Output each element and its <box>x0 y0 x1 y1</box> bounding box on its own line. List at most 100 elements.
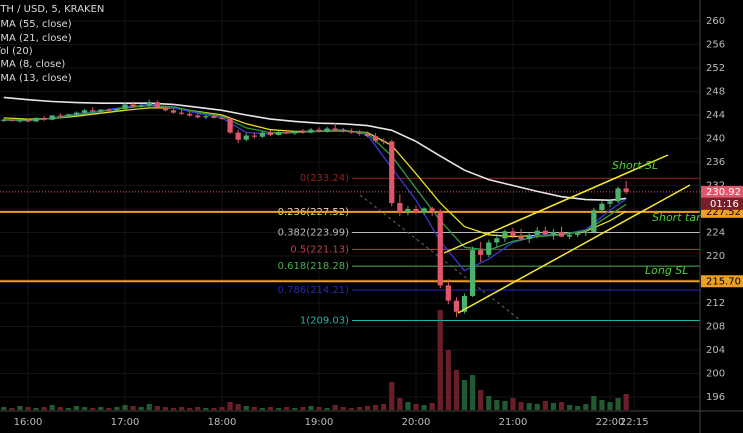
volume-bar <box>243 406 249 410</box>
x-tick-label: 17:00 <box>111 417 140 428</box>
volume-bar <box>138 407 144 410</box>
volume-bar <box>453 370 460 410</box>
y-tick-label: 220 <box>706 251 725 262</box>
fib-label: 0.382(223.99) <box>278 228 350 239</box>
volume-bar <box>65 408 72 410</box>
candle-body <box>591 210 597 232</box>
candle-body <box>566 234 573 237</box>
volume-bar <box>340 407 346 410</box>
candle-body <box>437 211 443 286</box>
volume-bar <box>267 407 274 410</box>
y-tick-label: 252 <box>706 63 725 74</box>
volume-bar <box>114 407 120 410</box>
candle-body <box>469 250 476 296</box>
y-tick-label: 236 <box>706 157 725 168</box>
candle-body <box>421 208 427 213</box>
volume-bar <box>534 404 540 410</box>
candle-body <box>445 285 451 301</box>
legend-entry: EMA (13, close) <box>0 73 72 84</box>
volume-bar <box>211 408 217 410</box>
candle-body <box>211 116 217 118</box>
volume-bar <box>413 404 419 410</box>
y-tick-label: 196 <box>706 392 725 403</box>
candle-body <box>251 135 257 137</box>
candle-body <box>122 104 128 110</box>
y-tick-label: 260 <box>706 16 725 27</box>
candle-body <box>558 231 565 237</box>
volume-bar <box>9 408 15 410</box>
candle-body <box>397 203 403 212</box>
y-tick-label: 224 <box>706 227 725 238</box>
candle-body <box>284 132 290 134</box>
candle-body <box>25 120 31 122</box>
volume-bar <box>41 407 47 410</box>
volume-bar <box>381 404 387 410</box>
volume-bar <box>510 398 516 410</box>
volume-bar <box>348 408 354 410</box>
volume-bar <box>235 404 241 410</box>
candle-body <box>478 250 484 255</box>
candle-body <box>534 230 540 235</box>
volume-bar <box>558 402 565 410</box>
volume-bar <box>81 407 88 410</box>
volume-bar <box>227 402 233 410</box>
y-tick-label: 200 <box>706 369 725 380</box>
candles <box>1 99 629 318</box>
candle-body <box>219 117 225 119</box>
volume-bar <box>372 405 379 410</box>
volume-bar <box>356 407 363 410</box>
price-tag-label: 230.92 <box>706 187 741 198</box>
candle-body <box>267 132 274 135</box>
fib-label: 1(209.03) <box>300 315 349 326</box>
volume-bar <box>550 403 557 410</box>
volume-bar <box>518 402 524 410</box>
candle-body <box>81 110 88 113</box>
candle-body <box>146 102 152 106</box>
candle-body <box>429 208 435 212</box>
y-tick-label: 212 <box>706 298 725 309</box>
candle-body <box>187 113 193 116</box>
volume-bar <box>615 398 621 410</box>
candle-body <box>332 128 338 131</box>
volume-bar <box>33 408 39 410</box>
volume-bar <box>203 408 209 410</box>
volume-bar <box>405 402 411 410</box>
candle-body <box>461 295 468 312</box>
volume-bar <box>316 407 322 410</box>
candle-body <box>227 118 233 133</box>
countdown: 01:16 <box>710 199 739 210</box>
candle-body <box>453 300 460 312</box>
x-tick-label: 20:00 <box>402 417 431 428</box>
volume-bar <box>566 405 573 410</box>
fib-label: 0(233.24) <box>300 173 349 184</box>
annotation: Long SL <box>645 264 688 277</box>
volume-bar <box>542 401 548 410</box>
volume-bar <box>170 408 177 410</box>
countdown-tag <box>701 197 743 210</box>
volume-bar <box>146 404 152 410</box>
x-tick-label: 19:00 <box>305 417 334 428</box>
x-tick-label: 22:15 <box>620 417 649 428</box>
candle-body <box>550 231 557 235</box>
volume-bar <box>106 408 112 410</box>
candle-body <box>300 131 306 133</box>
fib-label: 0.618(218.28) <box>278 261 350 272</box>
volume-bar <box>284 407 290 410</box>
candle-body <box>98 109 104 112</box>
volume-bar <box>389 382 395 410</box>
volume-bar <box>122 405 128 410</box>
volume-bar <box>324 408 330 410</box>
annotation: Short SL <box>612 159 658 172</box>
volume-bar <box>461 380 468 410</box>
price-tag <box>701 275 743 288</box>
chart-title: ETH / USD, 5, KRAKEN <box>0 4 104 15</box>
candle-body <box>348 130 354 133</box>
fib-label: 0.5(221.13) <box>290 244 349 255</box>
volume-bar <box>429 403 435 410</box>
volume-bar <box>1 407 7 410</box>
candle-body <box>316 129 322 132</box>
annotation: Short tar <box>652 211 702 224</box>
volume-bar <box>219 407 225 410</box>
